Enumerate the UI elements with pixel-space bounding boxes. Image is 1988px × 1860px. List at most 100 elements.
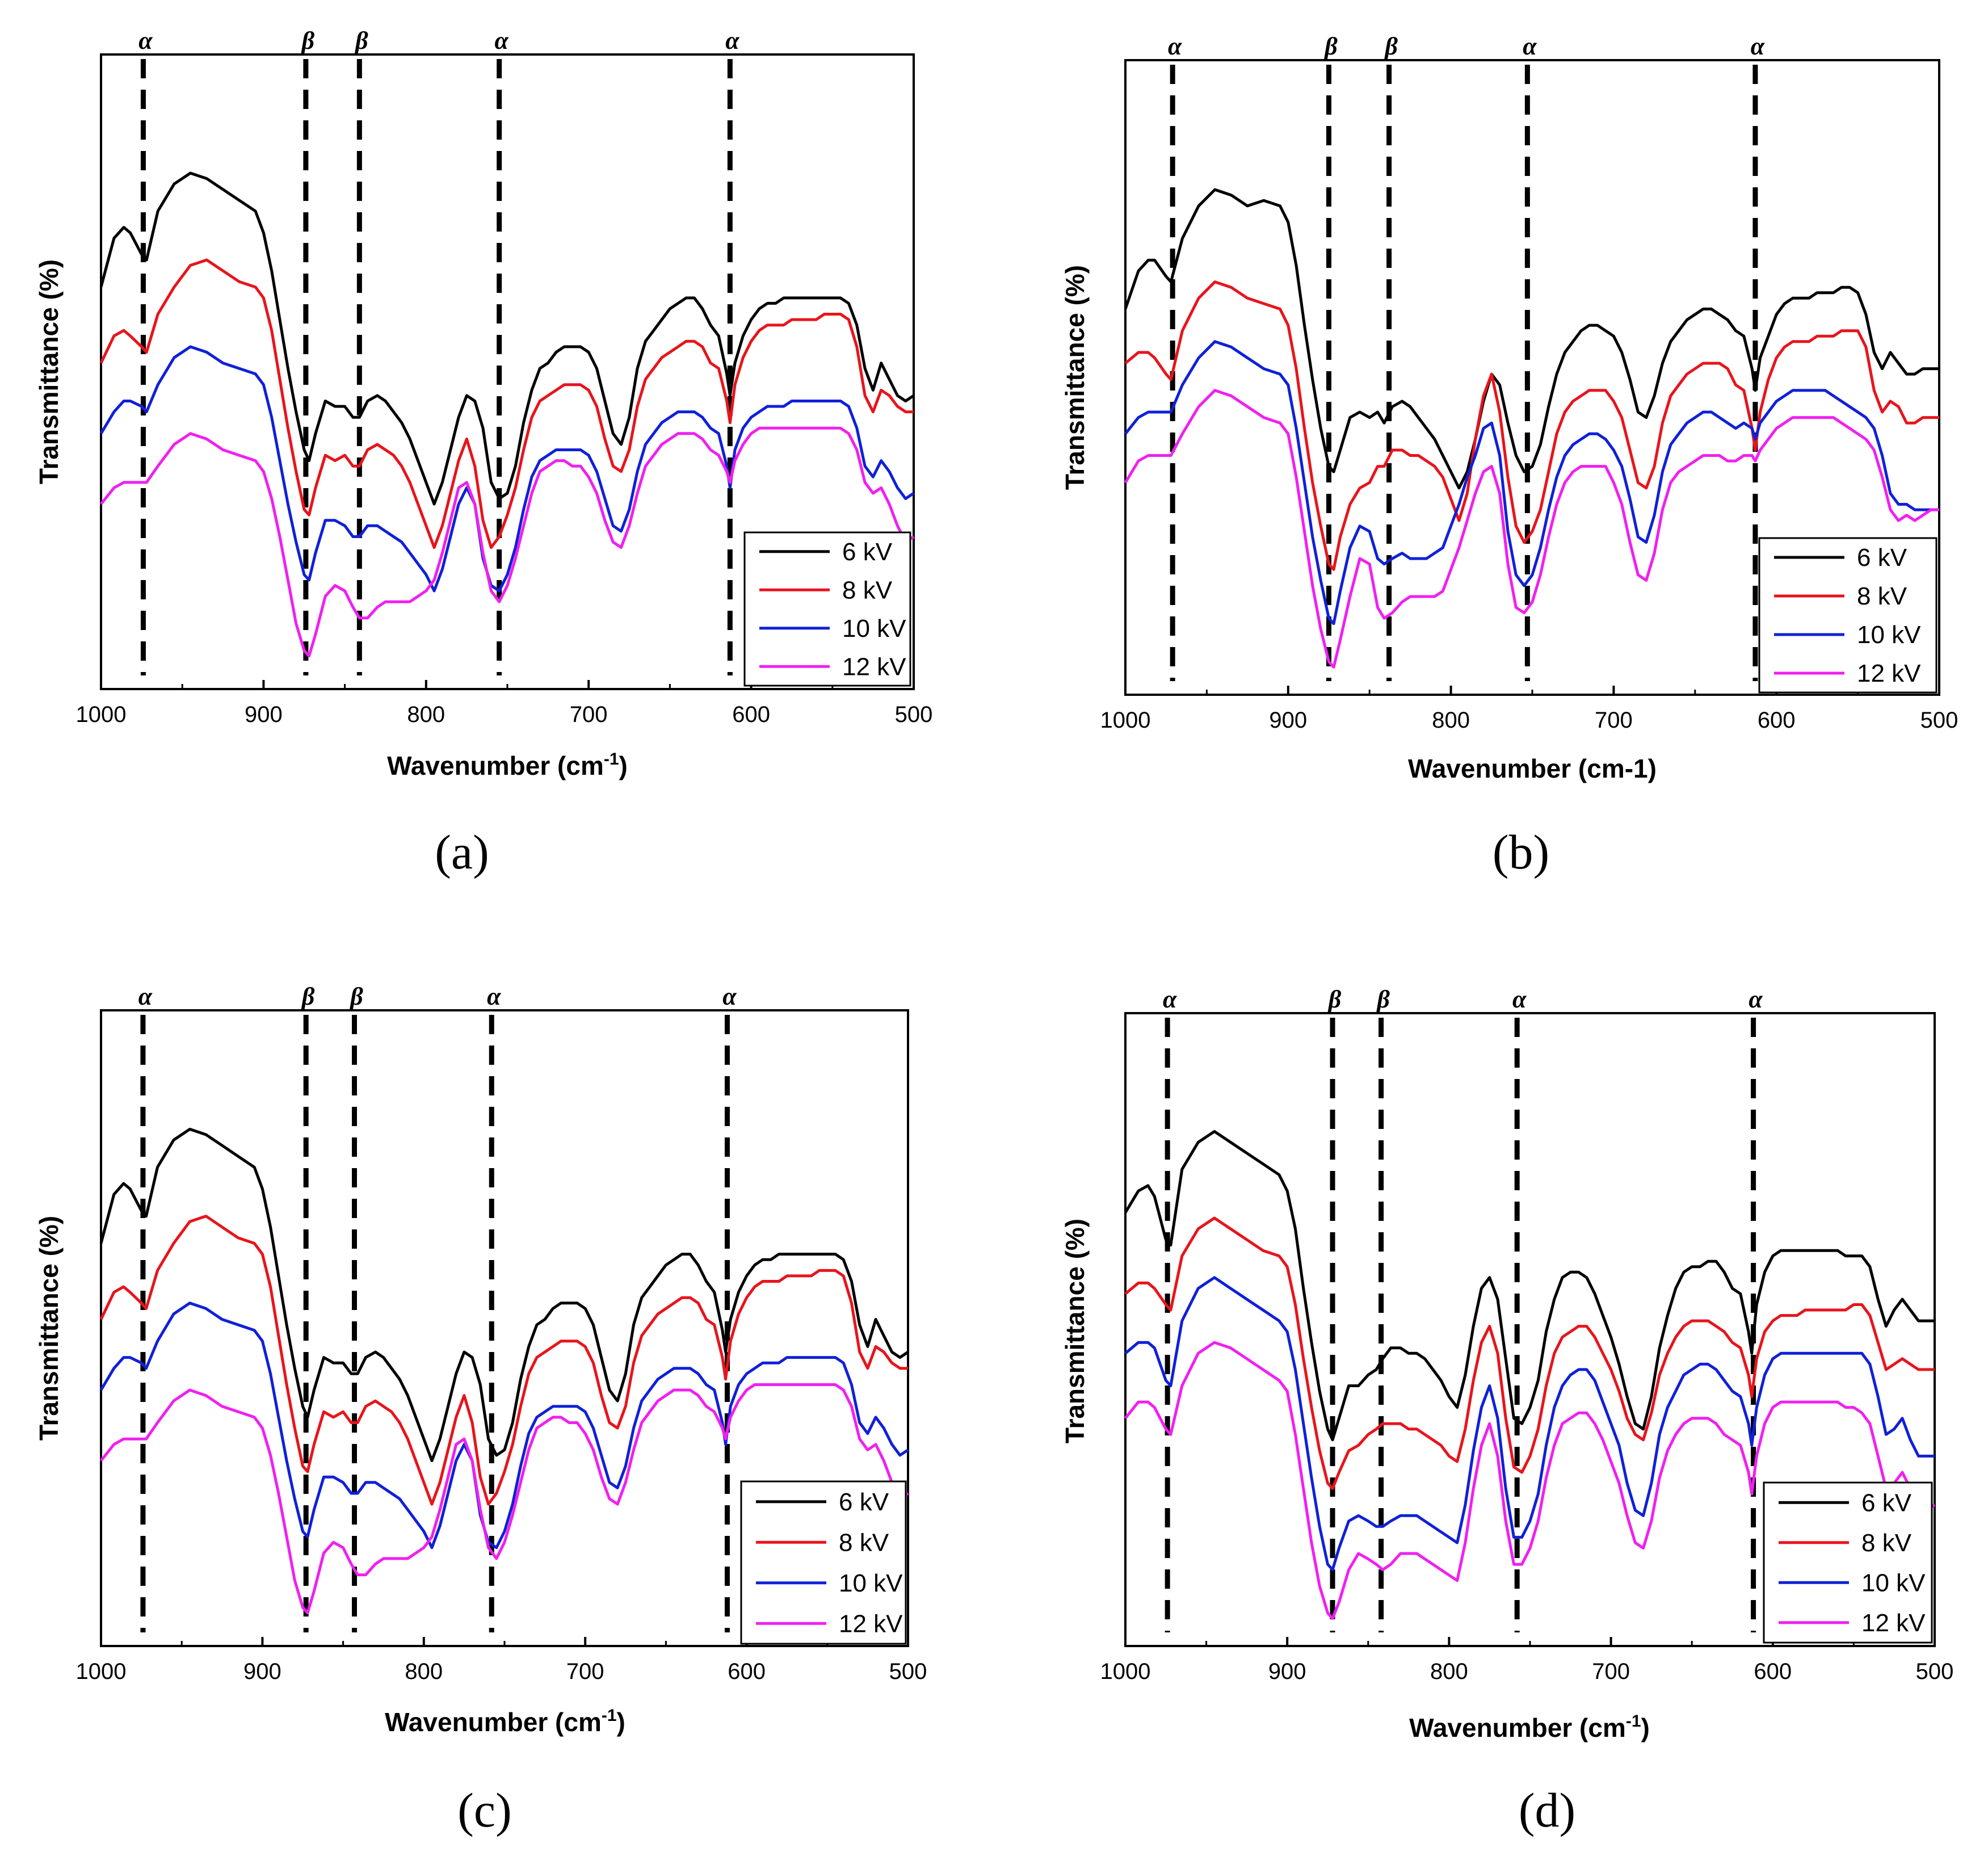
legend-label: 12 kV: [839, 1610, 903, 1638]
phase-label: α: [1168, 32, 1182, 60]
series-layer: [1124, 188, 1939, 669]
legend-box: [1758, 537, 1937, 694]
phase-label: α: [138, 27, 153, 54]
series-line-8-kv: [1124, 280, 1939, 571]
phase-label: β: [354, 27, 368, 54]
x-tick-label: 600: [728, 1659, 766, 1684]
legend: 6 kV 8 kV 10 kV 12 kV: [740, 1480, 907, 1645]
legend-label: 12 kV: [1857, 660, 1921, 687]
x-tick-label: 500: [1916, 1659, 1954, 1684]
series-line-12-kv: [1124, 389, 1939, 669]
legend-label: 6 kV: [1857, 544, 1907, 572]
legend: 6 kV 8 kV 10 kV 12 kV: [1758, 537, 1937, 694]
series-layer: [99, 1127, 909, 1615]
phase-label: α: [725, 27, 739, 54]
series-line-10-kv: [99, 1301, 909, 1550]
legend-label: 10 kV: [1861, 1569, 1926, 1597]
x-tick-label: 700: [566, 1659, 604, 1684]
panel-b: α β β α α 1000 900 800 700 600 500 Transmittance …: [1060, 32, 1958, 879]
x-tick-label: 900: [1268, 1659, 1306, 1684]
panel-c: α β β α α 1000 900 800 700 600 500 Transmittance …: [34, 983, 927, 1837]
x-tick-label: 1000: [76, 1659, 127, 1684]
panel-caption: (b): [1493, 825, 1549, 879]
series-line-8-kv: [99, 258, 914, 549]
series-line-12-kv: [100, 426, 915, 658]
phase-label: β: [1323, 32, 1338, 60]
phase-label: α: [1512, 985, 1527, 1013]
phase-label: β: [349, 983, 363, 1010]
series-line-6-kv: [99, 1127, 909, 1462]
legend: 6 kV 8 kV 10 kV 12 kV: [743, 531, 911, 687]
x-tick-label: 500: [895, 702, 933, 727]
phase-label: α: [495, 27, 509, 54]
phase-label: β: [1327, 985, 1342, 1013]
series-layer: [1124, 1130, 1936, 1620]
y-axis-label: Transmittance (%): [1060, 1219, 1090, 1443]
x-tick-label: 700: [1592, 1659, 1630, 1684]
x-tick-label: 800: [407, 702, 445, 727]
x-ticks: 1000 900 800 700 600 500: [1100, 1637, 1954, 1684]
x-tick-label: 1000: [1100, 1659, 1151, 1684]
phase-label: α: [138, 983, 153, 1010]
y-axis-label: Transmittance (%): [34, 259, 64, 484]
x-tick-label: 1000: [76, 702, 127, 727]
x-tick-label: 900: [243, 1659, 281, 1684]
legend-label: 12 kV: [842, 653, 906, 681]
phase-label: α: [1523, 32, 1537, 60]
x-tick-label: 600: [1758, 708, 1796, 733]
x-ticks: 1000 900 800 700 600 500: [76, 1637, 927, 1684]
y-axis-label: Transmittance (%): [1060, 265, 1090, 490]
legend-box: [1763, 1481, 1933, 1644]
x-tick-label: 800: [1432, 708, 1470, 733]
series-line-10-kv: [99, 345, 915, 593]
x-ticks: 1000 900 800 700 600 500: [76, 680, 933, 727]
series-line-12-kv: [1124, 1341, 1936, 1620]
panel-caption: (a): [435, 825, 489, 879]
series-line-6-kv: [99, 171, 915, 506]
series-line-6-kv: [1124, 188, 1939, 490]
phase-label: α: [1751, 32, 1765, 60]
x-axis-label: Wavenumber (cm-1): [1409, 1712, 1650, 1743]
series-line-6-kv: [1124, 1130, 1935, 1442]
x-tick-label: 600: [732, 702, 770, 727]
legend-label: 10 kV: [1857, 621, 1921, 649]
legend-label: 8 kV: [839, 1529, 889, 1556]
panel-d: α β β α α 1000 900 800 700 600 500 Transmittance …: [1060, 985, 1953, 1837]
phase-label: α: [487, 983, 501, 1010]
x-tick-label: 700: [1595, 708, 1633, 733]
series-layer: [99, 171, 915, 658]
series-line-8-kv: [1124, 1216, 1935, 1490]
x-axis-label: Wavenumber (cm-1): [387, 750, 628, 780]
y-axis-label: Transmittance (%): [34, 1216, 64, 1441]
panel-a: α β β α α 1000 900 800 700 600 500 Transmittance …: [34, 27, 932, 879]
x-tick-label: 900: [245, 702, 283, 727]
phase-label: α: [1163, 985, 1177, 1013]
series-line-8-kv: [99, 1215, 908, 1506]
legend-label: 6 kV: [842, 538, 893, 566]
legend-label: 10 kV: [842, 615, 906, 643]
series-line-10-kv: [1124, 1276, 1935, 1572]
series-line-10-kv: [1124, 340, 1939, 625]
panel-caption: (c): [457, 1783, 511, 1837]
legend-label: 8 kV: [1857, 582, 1907, 610]
x-axis-label: Wavenumber (cm-1): [385, 1706, 625, 1737]
phase-label: β: [301, 983, 315, 1010]
legend-label: 10 kV: [839, 1569, 903, 1597]
legend-box: [740, 1480, 907, 1645]
legend-label: 8 kV: [1861, 1529, 1912, 1557]
x-tick-label: 600: [1754, 1659, 1792, 1684]
x-tick-label: 800: [405, 1659, 443, 1684]
legend-label: 12 kV: [1861, 1609, 1926, 1637]
phase-label: α: [722, 983, 737, 1010]
x-tick-label: 700: [570, 702, 608, 727]
x-tick-label: 1000: [1100, 708, 1151, 733]
phase-label: α: [1749, 985, 1763, 1013]
x-ticks: 1000 900 800 700 600 500: [1100, 686, 1958, 733]
series-line-12-kv: [100, 1383, 909, 1615]
x-axis-label: Wavenumber (cm-1): [1408, 754, 1657, 783]
